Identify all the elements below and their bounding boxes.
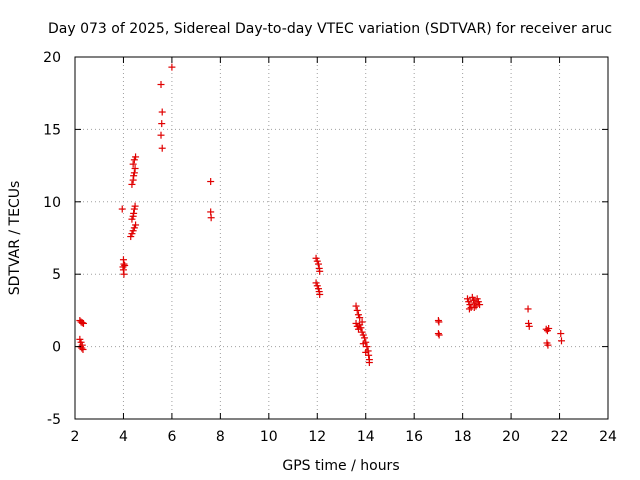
data-point: [359, 340, 367, 348]
data-point: [361, 334, 369, 342]
data-point: [470, 304, 478, 312]
data-point: [128, 180, 136, 188]
data-point: [356, 314, 364, 322]
data-point: [79, 319, 87, 327]
data-point: [131, 164, 139, 172]
data-point: [358, 318, 366, 326]
y-tick-label: 10: [43, 195, 61, 211]
data-point: [120, 270, 128, 278]
data-point: [130, 209, 138, 217]
data-point: [557, 337, 565, 345]
data-point: [524, 305, 532, 313]
data-point: [158, 144, 166, 152]
data-point: [434, 330, 442, 338]
data-point: [544, 341, 552, 349]
data-point: [129, 160, 137, 168]
x-tick-label: 4: [119, 429, 128, 445]
y-axis-tick-labels: -5 0 5 10 15 20: [43, 50, 61, 428]
chart-title: Day 073 of 2025, Sidereal Day-to-day VTE…: [48, 21, 612, 37]
data-point: [157, 131, 165, 139]
data-point: [557, 330, 565, 338]
x-tick-label: 20: [502, 429, 520, 445]
x-tick-label: 6: [167, 429, 176, 445]
data-point: [357, 324, 365, 332]
data-point: [118, 205, 126, 213]
data-point: [78, 319, 86, 327]
x-tick-label: 14: [357, 429, 375, 445]
data-point: [314, 260, 322, 268]
plot-frame: [74, 56, 609, 420]
data-point: [132, 153, 140, 161]
x-axis-label: GPS time / hours: [282, 458, 399, 474]
data-point: [365, 359, 373, 367]
x-tick-label: 8: [216, 429, 225, 445]
data-point: [121, 262, 129, 270]
x-tick-label: 24: [599, 429, 617, 445]
data-point: [157, 81, 165, 89]
axis-ticks: [74, 56, 609, 420]
x-tick-label: 16: [405, 429, 423, 445]
x-tick-label: 12: [308, 429, 326, 445]
data-point: [78, 344, 86, 352]
x-tick-label: 22: [551, 429, 569, 445]
grid: [75, 57, 608, 419]
data-point: [363, 343, 371, 351]
x-tick-label: 2: [71, 429, 80, 445]
data-point: [465, 305, 473, 313]
data-point: [168, 63, 176, 71]
data-point: [472, 302, 480, 310]
data-point: [132, 221, 140, 229]
data-point: [525, 322, 533, 330]
data-point: [545, 325, 553, 332]
data-point: [316, 290, 324, 298]
y-tick-label: 5: [52, 267, 61, 283]
x-tick-label: 18: [454, 429, 472, 445]
data-point: [158, 108, 166, 116]
y-tick-label: 15: [43, 122, 61, 138]
x-tick-label: 10: [260, 429, 278, 445]
data-point: [435, 331, 443, 339]
data-point: [476, 301, 484, 309]
data-point: [316, 267, 324, 275]
data-point: [158, 120, 166, 128]
data-point: [207, 214, 215, 222]
x-axis-tick-labels: 2 4 6 8 10 12 14 16 18 20 22 24: [71, 429, 617, 445]
data-point: [79, 345, 87, 353]
data-point: [362, 348, 370, 356]
data-point: [131, 202, 139, 210]
data-point: [435, 318, 443, 326]
y-axis-label: SDTVAR / TECUs: [7, 181, 23, 296]
y-tick-label: 20: [43, 50, 61, 66]
data-point: [207, 178, 215, 186]
data-point: [130, 169, 138, 177]
data-point: [352, 302, 360, 310]
data-points: [76, 63, 565, 367]
data-point: [353, 306, 361, 314]
y-tick-label: -5: [47, 412, 61, 428]
y-tick-label: 0: [52, 340, 61, 356]
